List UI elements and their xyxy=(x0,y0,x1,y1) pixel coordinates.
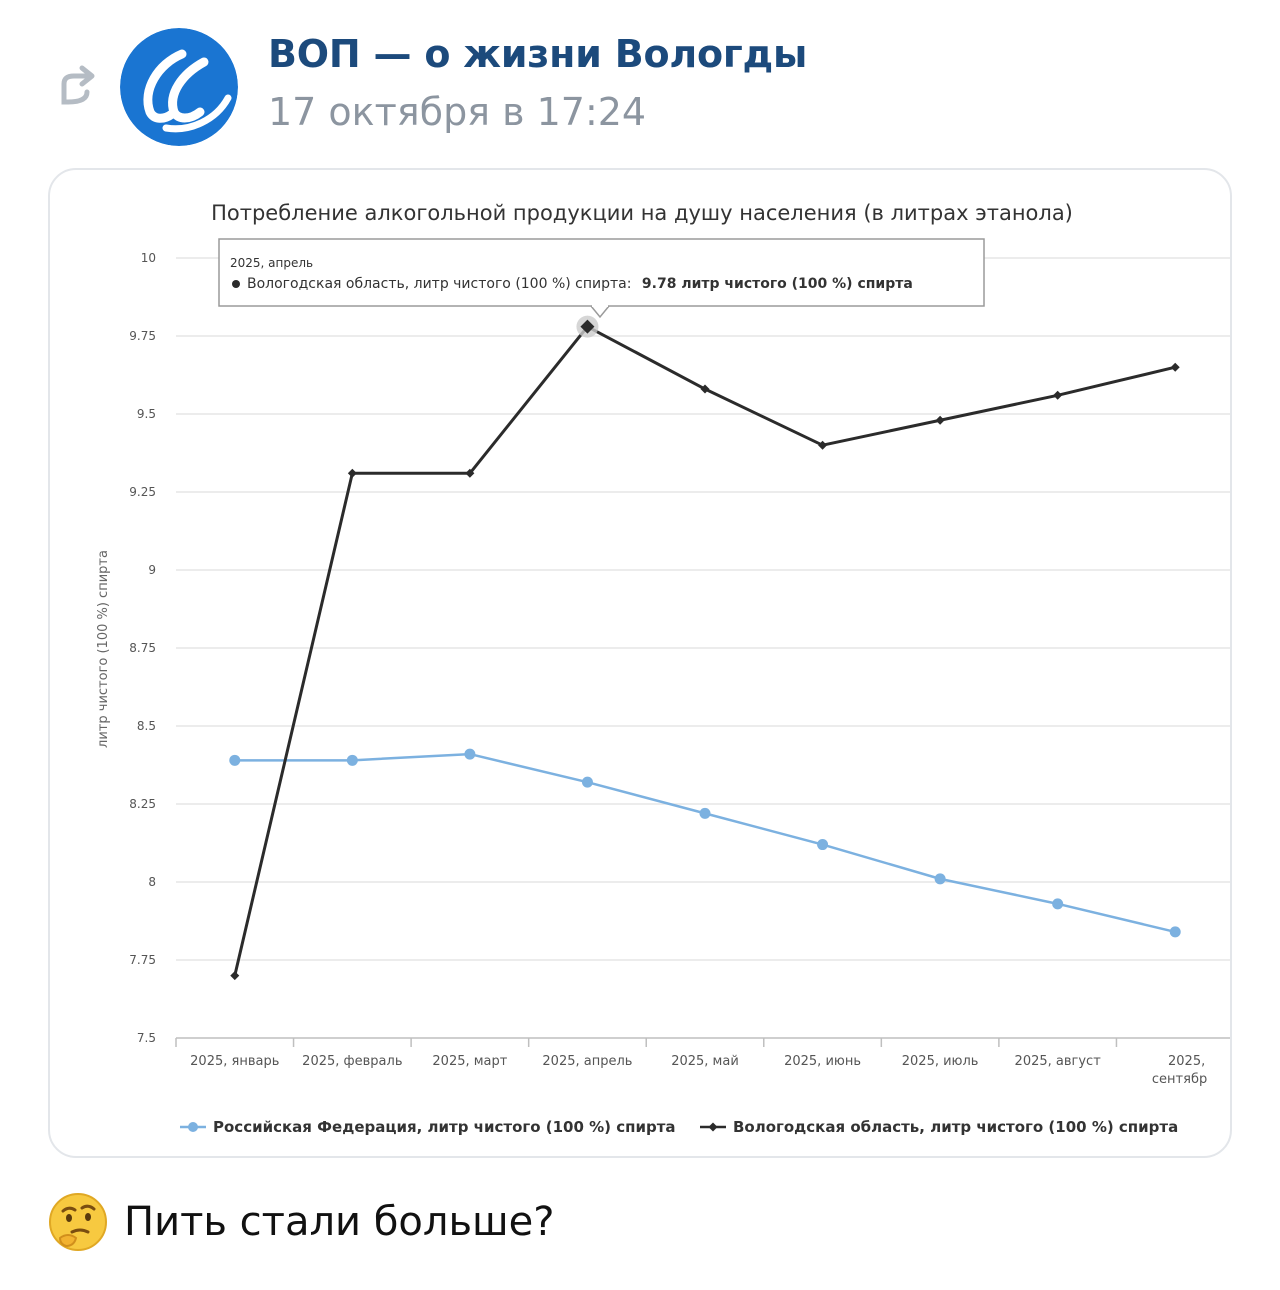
x-tick-label: 2025, июнь xyxy=(784,1054,861,1069)
data-point[interactable] xyxy=(229,754,241,766)
community-logo-icon xyxy=(120,28,238,146)
post-text-label: Пить стали больше? xyxy=(124,1199,555,1245)
data-point[interactable] xyxy=(1169,926,1181,938)
legend-marker xyxy=(188,1122,198,1132)
y-tick-label: 9.75 xyxy=(129,329,156,343)
x-tick-label: 2025, июль xyxy=(902,1054,979,1069)
data-point[interactable] xyxy=(464,748,476,760)
y-axis-label: литр чистого (100 %) спирта xyxy=(96,550,111,748)
data-point[interactable] xyxy=(934,873,946,885)
data-point[interactable] xyxy=(346,754,358,766)
series-line xyxy=(234,752,1176,934)
legend-item[interactable]: Вологодская область, литр чистого (100 %… xyxy=(733,1118,1178,1136)
y-tick-label: 8.75 xyxy=(129,641,156,655)
y-tick-label: 8.5 xyxy=(137,719,156,733)
data-point[interactable] xyxy=(347,468,357,478)
tooltip-series-label: Вологодская область, литр чистого (100 %… xyxy=(247,276,631,292)
data-point[interactable] xyxy=(700,384,710,394)
chart-card: Потребление алкогольной продукции на душ… xyxy=(48,168,1232,1158)
data-point[interactable] xyxy=(230,971,240,981)
post-author[interactable]: ВОП — о жизни Вологды xyxy=(268,32,808,76)
chart-tooltip: 2025, апрель Вологодская область, литр ч… xyxy=(218,238,985,319)
data-point[interactable] xyxy=(1053,390,1063,400)
legend-marker xyxy=(708,1122,718,1132)
community-avatar[interactable] xyxy=(120,28,238,146)
repost-arrow-icon[interactable] xyxy=(54,62,100,108)
chart-title: Потребление алкогольной продукции на душ… xyxy=(211,201,1073,225)
data-point[interactable] xyxy=(699,807,711,819)
y-tick-label: 8 xyxy=(148,875,156,889)
x-tick-label: 2025, апрель xyxy=(542,1054,632,1069)
tooltip-value: 9.78 литр чистого (100 %) спирта xyxy=(642,276,913,292)
data-point[interactable] xyxy=(818,440,828,450)
svg-text:Вологодская область, литр чист: Вологодская область, литр чистого (100 %… xyxy=(247,276,913,292)
legend-item[interactable]: Российская Федерация, литр чистого (100 … xyxy=(213,1118,676,1136)
y-tick-label: 7.5 xyxy=(137,1031,156,1045)
thinking-face-icon xyxy=(49,1193,107,1251)
y-tick-label: 9.5 xyxy=(137,407,156,421)
x-tick-label: 2025, январь xyxy=(190,1054,279,1069)
x-tick-label: 2025, февраль xyxy=(302,1054,402,1069)
chart-legend: Российская Федерация, литр чистого (100 … xyxy=(180,1118,1178,1136)
x-tick-label: 2025, август xyxy=(1015,1054,1102,1069)
data-point[interactable] xyxy=(1052,898,1064,910)
data-point[interactable] xyxy=(1170,362,1180,372)
y-tick-label: 7.75 xyxy=(129,953,156,967)
x-tick-label: 2025, март xyxy=(432,1054,507,1069)
y-tick-label: 10 xyxy=(141,251,156,265)
data-point[interactable] xyxy=(465,468,475,478)
x-tick-label: 2025, май xyxy=(671,1054,739,1069)
consumption-chart: Потребление алкогольной продукции на душ… xyxy=(96,201,1230,1136)
data-point[interactable] xyxy=(817,839,829,851)
y-tick-label: 9.25 xyxy=(129,485,156,499)
tooltip-title: 2025, апрель xyxy=(230,256,313,270)
y-tick-label: 8.25 xyxy=(129,797,156,811)
x-tick-label: 2025, сентябр xyxy=(1152,1054,1207,1087)
data-point[interactable] xyxy=(935,415,945,425)
post-date[interactable]: 17 октября в 17:24 xyxy=(268,90,647,134)
series-line xyxy=(233,325,1176,976)
y-tick-label: 9 xyxy=(148,563,156,577)
data-point[interactable] xyxy=(581,776,593,788)
data-point[interactable] xyxy=(580,319,595,334)
post-text: Пить стали больше? xyxy=(48,1190,554,1254)
